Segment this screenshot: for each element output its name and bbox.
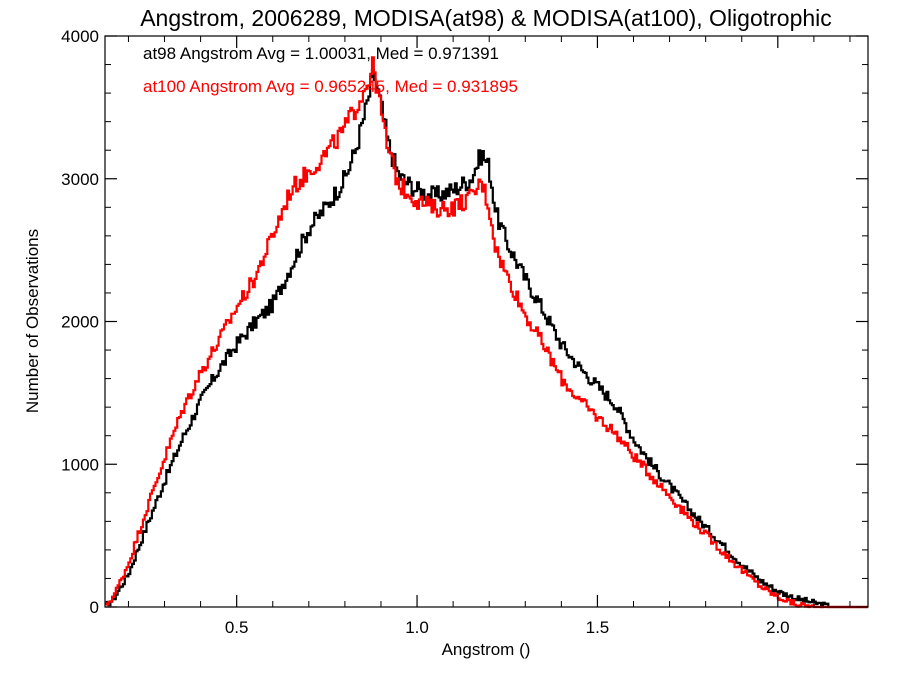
x-tick-label: 1.0 — [405, 618, 429, 637]
x-tick-label: 1.5 — [586, 618, 610, 637]
plot-frame — [104, 35, 869, 608]
y-tick-label: 0 — [90, 598, 99, 617]
axis-ticks: 0.5 1.0 1.5 2.0 0 1000 2000 3000 4000 — [61, 27, 868, 637]
y-tick-label: 4000 — [61, 27, 99, 46]
series-layer — [105, 56, 868, 609]
x-axis-label: Angstrom () — [442, 640, 531, 659]
chart-title: Angstrom, 2006289, MODISA(at98) & MODISA… — [140, 5, 832, 31]
x-tick-label: 2.0 — [766, 618, 790, 637]
legend-at100-label: at100 Angstrom Avg = 0.965245, Med = 0.9… — [143, 77, 518, 96]
x-tick-label: 0.5 — [225, 618, 249, 637]
y-tick-label: 2000 — [61, 313, 99, 332]
y-axis-label: Number of Observations — [23, 229, 42, 413]
series-line-at100 — [105, 56, 868, 609]
series-line-at98 — [105, 69, 868, 609]
y-tick-label: 3000 — [61, 170, 99, 189]
y-tick-label: 1000 — [61, 455, 99, 474]
legend-at98-label: at98 Angstrom Avg = 1.00031, Med = 0.971… — [143, 44, 499, 63]
